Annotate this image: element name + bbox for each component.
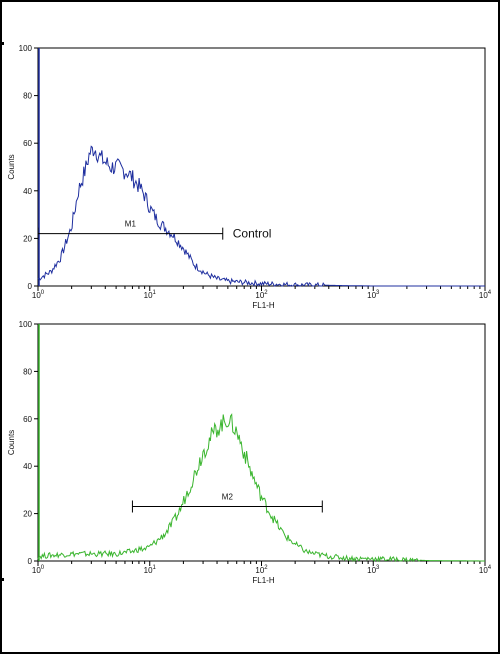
x-tick-label: 103 [367,565,380,575]
x-tick-label: 101 [144,565,157,575]
y-tick-label: 100 [19,44,33,53]
plot-border [37,323,486,562]
x-tick-label: 104 [479,290,492,300]
x-axis-label: FL1-H [252,301,274,310]
x-tick-label: 100 [32,565,45,575]
chart-panel-2: 0 20 40 60 80 100 100 101 102 103 104 FL1-H Counts M2 [7,320,492,585]
y-tick-label: 60 [23,139,32,148]
gate-marker-label: M1 [125,220,137,229]
y-tick-label: 0 [28,557,33,566]
y-tick-label: 60 [23,415,32,424]
chart-panel-1: 0 20 40 60 80 100 100 101 102 103 104 FL1-H Counts M1… [7,44,492,310]
y-axis-label: Counts [7,154,16,179]
y-tick-label: 40 [23,187,32,196]
histogram-series-line [37,413,485,563]
y-tick-label: 80 [23,367,32,376]
y-tick-label: 20 [23,234,32,243]
x-tick-label: 101 [144,290,157,300]
plot-border [37,47,486,287]
gate-annotation: Control [233,227,272,241]
gate-marker-label: M2 [222,492,234,501]
x-tick-label: 102 [255,290,268,300]
y-tick-label: 20 [23,510,32,519]
x-tick-label: 102 [255,565,268,575]
corner-mark [2,578,4,581]
y-tick-label: 40 [23,462,32,471]
x-tick-label: 104 [479,565,492,575]
y-tick-label: 80 [23,92,32,101]
x-tick-label: 103 [367,290,380,300]
x-tick-label: 100 [32,290,45,300]
y-axis-label: Counts [7,430,16,455]
y-tick-label: 0 [28,282,33,291]
corner-mark [2,42,4,45]
y-tick-label: 100 [19,320,33,329]
histogram-series-line [37,145,485,288]
x-axis-label: FL1-H [252,576,274,585]
